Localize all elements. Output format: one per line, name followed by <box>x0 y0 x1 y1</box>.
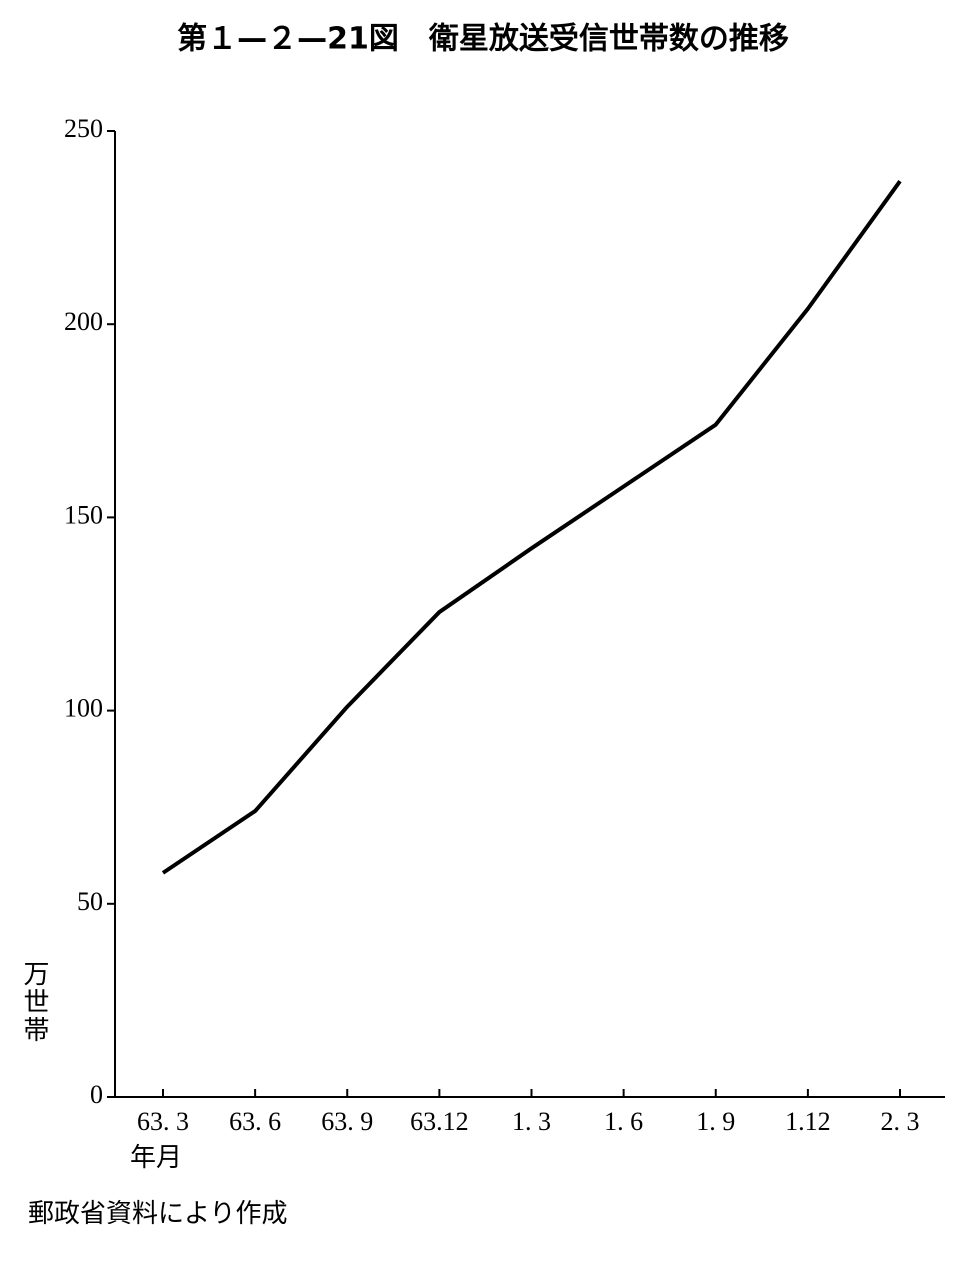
y-axis-label: 万世帯 <box>20 960 49 1044</box>
x-tick-label: 1. 6 <box>604 1107 643 1136</box>
x-tick-label: 63. 6 <box>229 1107 281 1136</box>
y-tick-label: 100 <box>64 694 103 723</box>
x-tick-label: 1. 3 <box>512 1107 551 1136</box>
y-tick-label: 200 <box>64 307 103 336</box>
x-tick-label: 2. 3 <box>881 1107 920 1136</box>
data-line <box>161 180 902 875</box>
x-tick-label: 63. 3 <box>137 1107 189 1136</box>
chart-title: 第１—２—21図 衛星放送受信世帯数の推移 <box>177 22 789 57</box>
y-tick-label: 250 <box>64 114 103 143</box>
x-axis-label: 年月 <box>130 1143 182 1172</box>
x-tick-label: 63.12 <box>410 1107 469 1136</box>
y-tick-label: 0 <box>90 1080 103 1109</box>
y-tick-label: 50 <box>77 887 103 916</box>
x-tick-label: 1.12 <box>785 1107 831 1136</box>
y-tick-label: 150 <box>64 500 103 529</box>
source-note: 郵政省資料により作成 <box>28 1199 287 1228</box>
x-tick-label: 1. 9 <box>696 1107 735 1136</box>
x-tick-label: 63. 9 <box>321 1107 373 1136</box>
